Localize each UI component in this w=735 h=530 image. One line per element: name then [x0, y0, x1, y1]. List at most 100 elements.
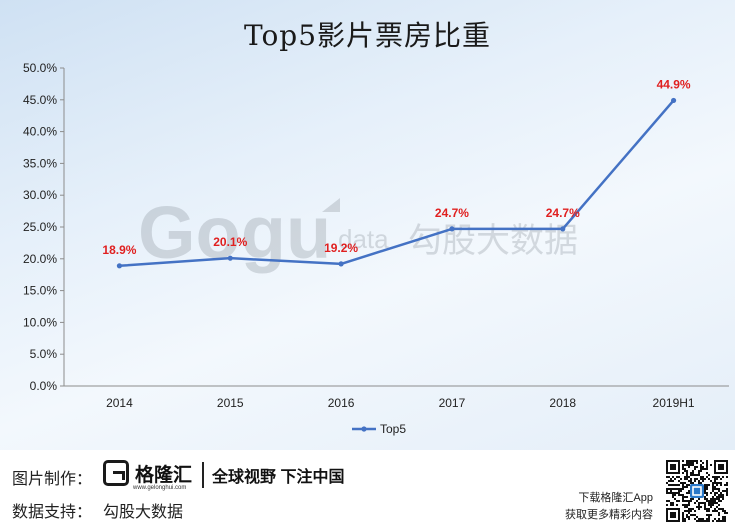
- qr-module: [722, 520, 724, 522]
- qr-module: [706, 462, 708, 464]
- qr-module: [692, 460, 694, 462]
- qr-module: [686, 462, 688, 464]
- qr-module: [726, 494, 728, 496]
- qr-module: [726, 484, 728, 486]
- qr-module: [688, 500, 690, 502]
- qr-module: [704, 506, 706, 508]
- data-point: [116, 263, 123, 269]
- qr-module: [714, 480, 716, 482]
- qr-module: [682, 504, 684, 506]
- y-tick-label: 5.0%: [30, 347, 58, 361]
- brand-name: 格隆汇: [135, 465, 193, 486]
- qr-module: [670, 504, 672, 506]
- chart-title: Top5影片票房比重: [243, 19, 492, 52]
- qr-module: [706, 488, 708, 490]
- qr-module: [706, 510, 708, 512]
- qr-module: [704, 468, 706, 470]
- qr-module: [694, 468, 696, 470]
- qr-module: [718, 482, 720, 484]
- qr-module: [666, 504, 668, 506]
- qr-module: [688, 460, 690, 462]
- qr-module: [688, 480, 690, 482]
- y-axis-ticks: 0.0% 5.0% 10.0% 15.0% 20.0% 25.0% 30.0% 35.0% 40…: [23, 61, 64, 393]
- qr-module: [684, 518, 686, 520]
- qr-module: [716, 478, 718, 480]
- qr-module: [704, 478, 706, 480]
- qr-module: [682, 482, 684, 484]
- qr-module: [714, 494, 716, 496]
- qr-module: [672, 476, 674, 478]
- qr-module: [674, 488, 676, 490]
- qr-module: [694, 480, 696, 482]
- qr-module: [674, 498, 676, 500]
- qr-module: [712, 484, 714, 486]
- qr-module: [708, 516, 710, 518]
- qr-module: [698, 498, 700, 500]
- qr-module: [686, 492, 688, 494]
- qr-module: [686, 514, 688, 516]
- qr-module: [714, 486, 716, 488]
- qr-module: [698, 480, 700, 482]
- qr-module: [718, 520, 720, 522]
- qr-module: [698, 482, 700, 484]
- qr-module: [688, 504, 690, 506]
- qr-module: [704, 520, 706, 522]
- qr-module: [712, 520, 714, 522]
- y-tick-label: 20.0%: [23, 252, 57, 266]
- qr-module: [718, 488, 720, 490]
- qr-module: [720, 520, 722, 522]
- qr-module: [716, 488, 718, 490]
- qr-module: [668, 500, 670, 502]
- x-axis-ticks: 2014 2015 2016 2017 2018 2019H1: [106, 396, 695, 410]
- qr-module: [714, 508, 716, 510]
- qr-module: [694, 510, 696, 512]
- data-label: 20.1%: [213, 235, 247, 249]
- qr-module: [712, 496, 714, 498]
- qr-module: [672, 502, 674, 504]
- qr-module: [704, 502, 706, 504]
- qr-module: [696, 474, 698, 476]
- qr-module: [692, 464, 694, 466]
- qr-module: [726, 476, 728, 478]
- qr-module: [678, 492, 680, 494]
- qr-module: [708, 484, 710, 486]
- qr-module: [678, 494, 680, 496]
- svg-text:data: data: [338, 224, 389, 254]
- qr-module: [690, 464, 692, 466]
- qr-module: [686, 476, 688, 478]
- qr-module: [710, 502, 712, 504]
- qr-module: [710, 514, 712, 516]
- qr-code-icon[interactable]: [664, 458, 730, 524]
- qr-module: [706, 486, 708, 488]
- qr-module: [714, 492, 716, 494]
- qr-module: [690, 482, 692, 484]
- qr-module: [708, 518, 710, 520]
- qr-module: [682, 520, 684, 522]
- qr-module: [702, 478, 704, 480]
- qr-module: [686, 496, 688, 498]
- qr-module: [682, 496, 684, 498]
- qr-module: [700, 478, 702, 480]
- qr-module: [672, 496, 674, 498]
- qr-module: [690, 460, 692, 462]
- qr-module: [706, 514, 708, 516]
- qr-module: [706, 466, 708, 468]
- data-point: [449, 226, 455, 232]
- qr-module: [720, 496, 722, 498]
- qr-module: [674, 492, 676, 494]
- qr-module: [700, 502, 702, 504]
- qr-module: [726, 488, 728, 490]
- qr-module: [700, 482, 702, 484]
- x-tick-label: 2017: [439, 396, 466, 410]
- qr-module: [722, 518, 724, 520]
- qr-module: [712, 502, 714, 504]
- qr-module: [688, 516, 690, 518]
- qr-module: [692, 482, 694, 484]
- qr-module: [714, 498, 716, 500]
- data-label: 24.7%: [546, 206, 580, 220]
- divider: [202, 462, 204, 488]
- qr-center-logo: [690, 484, 704, 498]
- qr-module: [722, 476, 724, 478]
- qr-finder-core: [718, 464, 724, 470]
- qr-module: [696, 478, 698, 480]
